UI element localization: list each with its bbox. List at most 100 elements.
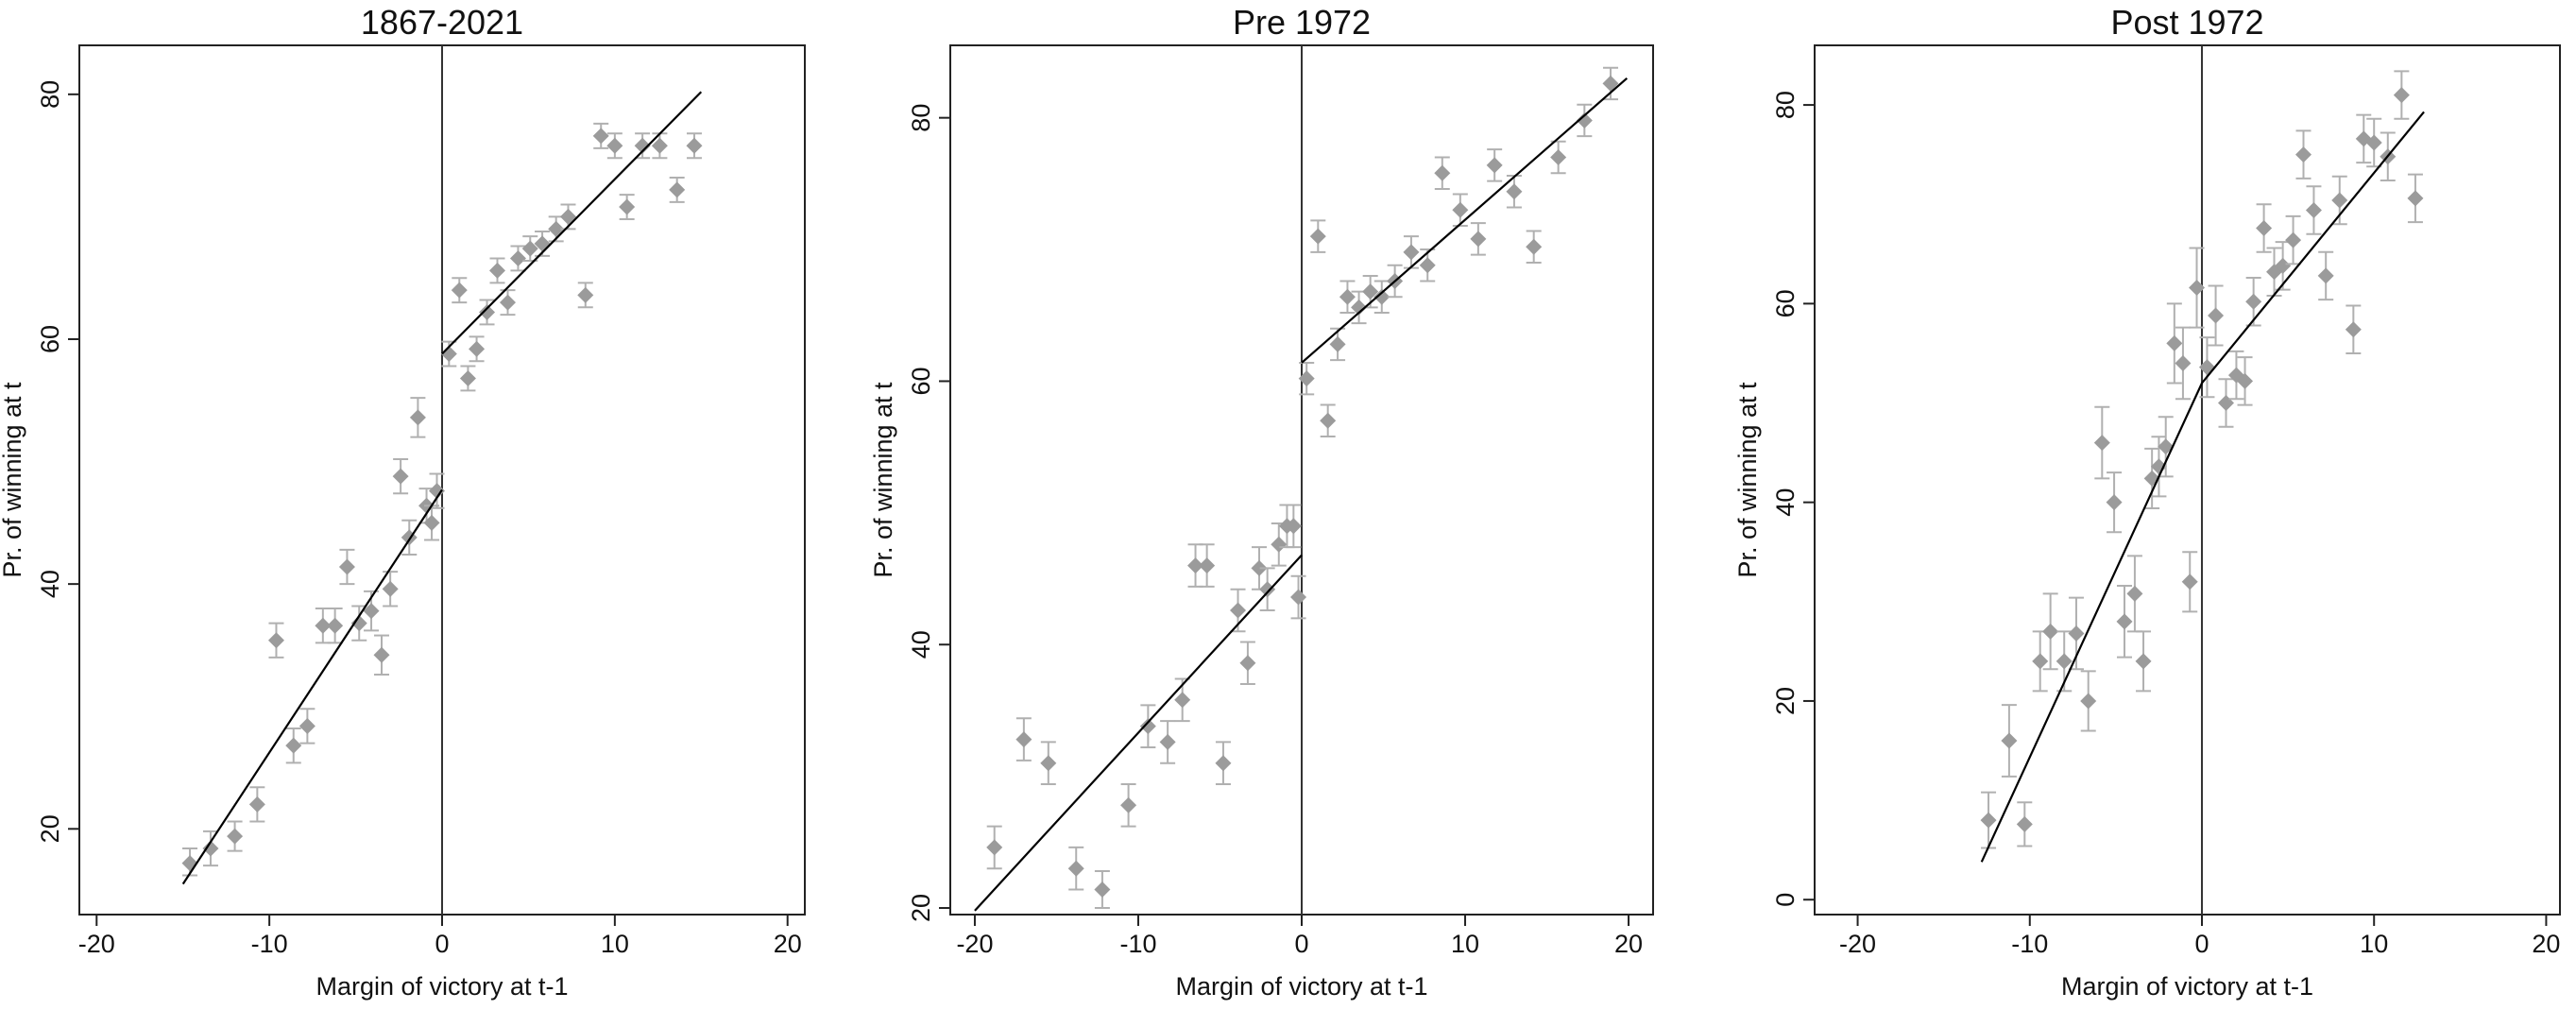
y-axis-label: Pr. of winning at t — [869, 382, 897, 578]
data-point — [2016, 815, 2033, 832]
y-tick-label: 20 — [1771, 687, 1800, 715]
data-point — [1139, 718, 1156, 735]
x-tick-label: 0 — [435, 930, 449, 958]
data-point — [2331, 192, 2348, 209]
y-tick-label: 80 — [36, 80, 64, 109]
x-tick-label: -20 — [956, 930, 993, 958]
data-point — [2175, 354, 2192, 371]
data-point — [521, 240, 538, 257]
data-point — [392, 468, 409, 485]
data-point — [1320, 412, 1337, 429]
x-tick-label: 10 — [2360, 930, 2388, 958]
data-point — [2068, 625, 2085, 642]
panel-1867-2021: 1867-2021 Margin of victory at t-1 Pr. o… — [0, 3, 806, 1001]
data-point — [2106, 494, 2123, 511]
data-point — [227, 828, 244, 845]
x-tick-label: 10 — [1451, 930, 1479, 958]
x-tick-label: -20 — [78, 930, 115, 958]
y-tick-label: 20 — [36, 814, 64, 843]
x-tick-label: -20 — [1839, 930, 1876, 958]
data-point — [1120, 796, 1137, 813]
data-point — [2181, 573, 2198, 591]
data-point — [1526, 238, 1543, 255]
data-point — [1015, 731, 1032, 748]
data-point — [2166, 334, 2183, 351]
data-point — [619, 198, 636, 215]
data-point — [1251, 559, 1268, 576]
data-point — [469, 340, 486, 357]
y-tick-label: 80 — [907, 104, 935, 132]
data-point — [559, 208, 576, 225]
data-point — [1159, 733, 1176, 750]
data-point — [2126, 585, 2143, 602]
data-point — [577, 286, 594, 303]
fit-line-left — [1980, 383, 2203, 863]
data-point — [1373, 288, 1390, 305]
data-point — [2295, 146, 2312, 163]
data-point — [1362, 283, 1379, 300]
data-point — [1239, 655, 1256, 672]
data-point — [2032, 653, 2049, 670]
data-point — [1550, 148, 1567, 165]
data-point — [2256, 219, 2273, 236]
y-tick-label: 40 — [36, 570, 64, 598]
x-axis-label: Margin of victory at t-1 — [2061, 972, 2313, 1001]
data-point — [1980, 812, 1997, 829]
data-point — [409, 409, 426, 426]
data-point — [669, 181, 686, 198]
panel-title: Post 1972 — [2110, 3, 2263, 42]
data-point — [1339, 288, 1356, 305]
data-point — [2407, 190, 2424, 207]
data-point — [2135, 653, 2152, 670]
fit-line-left — [181, 488, 443, 885]
data-point — [1230, 602, 1247, 619]
data-point — [2080, 693, 2097, 710]
data-point — [1259, 581, 1276, 598]
data-point — [2365, 134, 2382, 151]
data-point — [2189, 280, 2206, 297]
data-point — [2056, 653, 2073, 670]
data-point — [1040, 755, 1057, 772]
data-point — [1094, 882, 1111, 899]
data-point — [1298, 370, 1315, 387]
data-point — [1486, 157, 1503, 174]
data-point — [315, 617, 332, 634]
data-point — [1067, 860, 1084, 877]
data-point — [429, 483, 446, 500]
plot-marks: -20 -10 0 10 20 20 40 60 80 — [907, 45, 1643, 958]
data-point — [1576, 111, 1593, 128]
data-point — [2305, 202, 2322, 219]
data-point — [373, 646, 390, 663]
data-point — [1199, 557, 1216, 574]
data-point — [2093, 435, 2110, 452]
y-tick-label: 40 — [907, 630, 935, 659]
data-point — [1290, 589, 1307, 606]
y-axis-label: Pr. of winning at t — [0, 382, 26, 578]
data-point — [285, 737, 302, 754]
data-point — [1419, 257, 1436, 274]
x-tick-label: -10 — [1119, 930, 1156, 958]
data-point — [1506, 183, 1523, 200]
y-tick-label: 60 — [1771, 289, 1800, 317]
data-point — [986, 839, 1003, 856]
data-point — [1174, 692, 1191, 709]
fit-line-right — [2201, 111, 2425, 385]
panel-post-1972: Post 1972 Margin of victory at t-1 Pr. o… — [1733, 3, 2561, 1001]
data-point — [489, 262, 506, 279]
y-axis-label: Pr. of winning at t — [1733, 382, 1762, 578]
y-tick-label: 60 — [907, 367, 935, 395]
data-point — [2217, 395, 2234, 412]
panel-title: 1867-2021 — [361, 3, 523, 42]
data-point — [327, 617, 344, 634]
data-point — [1285, 518, 1302, 535]
data-point — [423, 514, 440, 531]
data-point — [1329, 335, 1346, 352]
data-point — [548, 220, 565, 237]
x-tick-label: 10 — [601, 930, 629, 958]
data-point — [1452, 201, 1469, 218]
data-point — [2001, 732, 2018, 749]
data-point — [2393, 87, 2410, 104]
data-point — [2158, 438, 2175, 455]
data-point — [2208, 307, 2225, 324]
